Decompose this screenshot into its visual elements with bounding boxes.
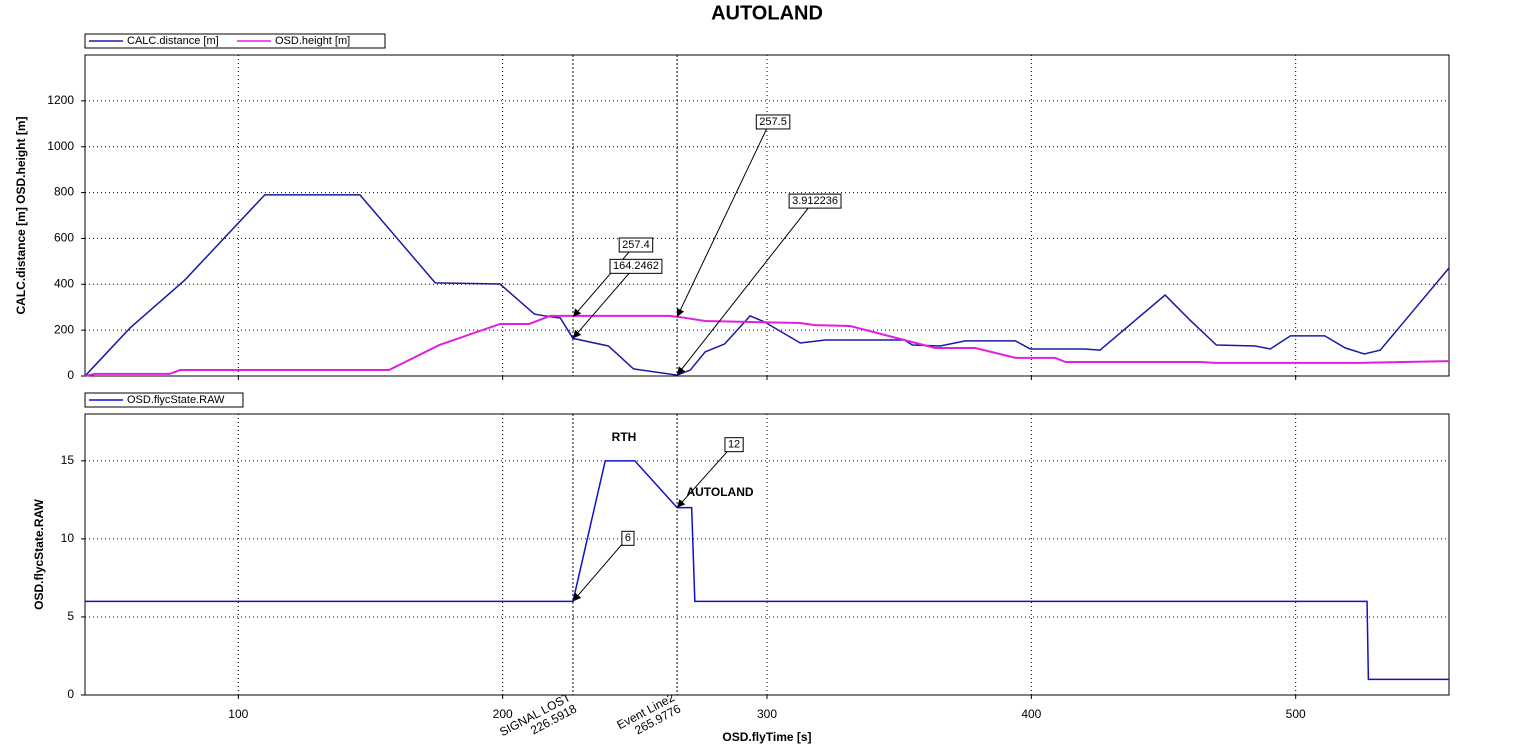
y-tick-label: 1000 [47,139,74,153]
data-line [84,314,1450,377]
legend-label: CALC.distance [m] [127,35,219,47]
y-tick-label: 10 [61,531,75,545]
annotation-arrow [676,127,768,318]
x-tick-label: 100 [228,707,248,721]
x-axis-label: OSD.flyTime [s] [722,730,811,744]
y-tick-label: 0 [67,687,74,701]
legend [84,33,386,49]
y-tick-label: 200 [54,322,74,336]
y-tick-label: 800 [54,185,74,199]
y-tick-label: 400 [54,276,74,290]
y-tick-label: 600 [54,231,74,245]
y-axis-label: OSD.flycState.RAW [32,498,46,609]
y-axis-label: CALC.distance [m] OSD.height [m] [14,116,28,314]
text-annotation: AUTOLAND [686,485,753,499]
y-tick-label: 1200 [47,93,74,107]
annotation-label: 164.2462 [613,260,659,272]
x-tick-label: 500 [1286,707,1306,721]
annotation-label: 12 [728,439,740,451]
annotation-arrow [572,544,623,602]
x-tick-label: 400 [1021,707,1041,721]
annotation-box [755,114,791,130]
legend [84,392,244,408]
legend-label: OSD.height [m] [275,35,350,47]
annotation-label: 257.5 [759,116,787,128]
annotation-label: 3.912236 [792,195,838,207]
annotation-box [609,258,663,274]
chart-title: AUTOLAND [711,2,823,24]
legend-label: OSD.flycState.RAW [127,394,225,406]
annotation-label: 6 [625,532,631,544]
annotation-arrow [676,206,810,376]
annotation-box [788,193,842,209]
text-annotation: RTH [612,430,637,444]
y-tick-label: 15 [61,453,75,467]
data-line [85,460,1449,681]
y-tick-label: 5 [67,609,74,623]
x-tick-label: 300 [757,707,777,721]
annotation-label: 257.4 [622,239,650,251]
annotation-box [724,437,744,453]
x-tick-label: 200 [493,707,513,721]
annotation-arrow [676,450,729,509]
annotation-arrow [572,272,631,339]
annotation-box [618,237,654,253]
data-line [84,194,1450,377]
annotation-box [621,530,635,546]
y-tick-label: 0 [67,368,74,382]
